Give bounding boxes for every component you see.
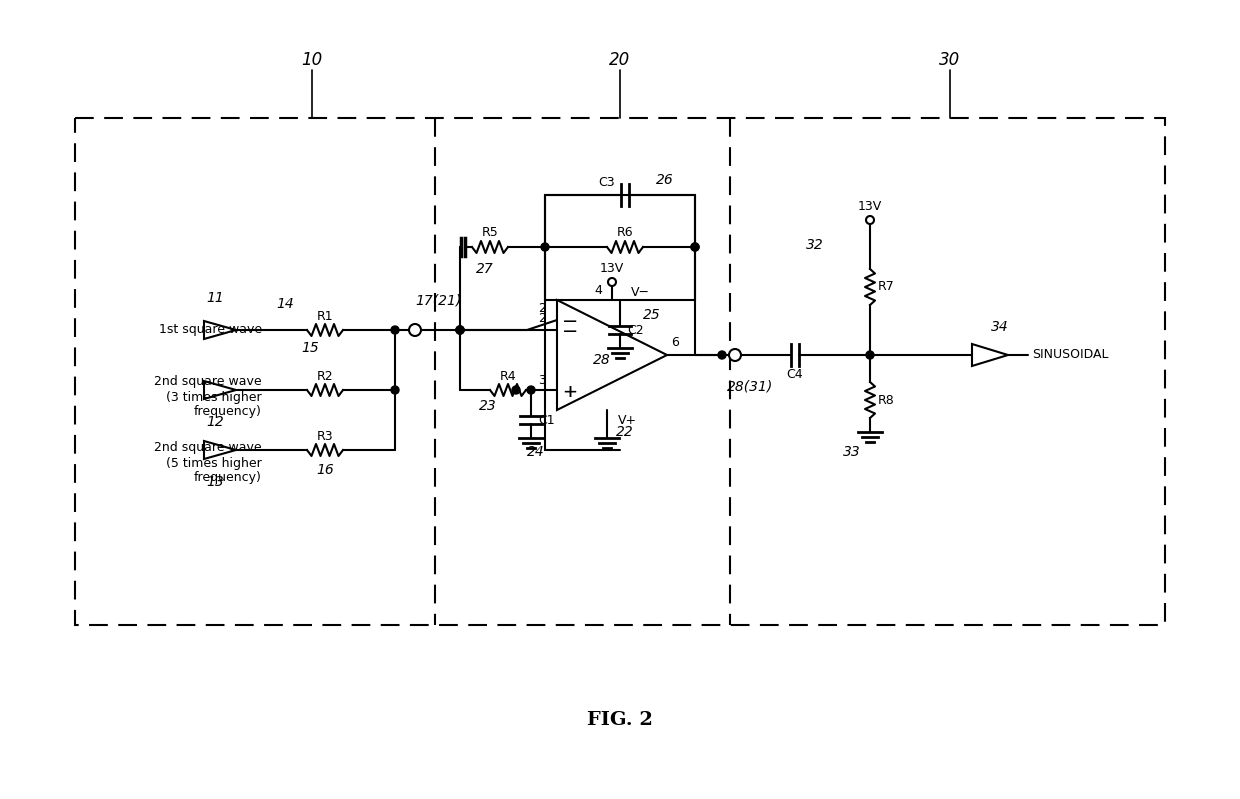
Text: 30: 30: [940, 51, 961, 69]
Circle shape: [866, 216, 874, 224]
Text: 23: 23: [479, 399, 497, 413]
Text: SINUSOIDAL: SINUSOIDAL: [1032, 348, 1109, 361]
Text: 10: 10: [301, 51, 322, 69]
Text: R1: R1: [316, 311, 334, 324]
Text: 26: 26: [656, 173, 673, 187]
Bar: [546, 195, 694, 300]
Text: 2nd square wave: 2nd square wave: [154, 442, 262, 455]
Text: 13V: 13V: [858, 200, 882, 213]
Text: 12: 12: [206, 415, 224, 429]
Circle shape: [691, 243, 699, 251]
Text: R6: R6: [616, 226, 634, 240]
Text: 2nd square wave: 2nd square wave: [154, 376, 262, 388]
Circle shape: [391, 386, 399, 394]
Text: (5 times higher: (5 times higher: [166, 456, 262, 470]
Text: 28(31): 28(31): [727, 380, 773, 394]
Text: 13V: 13V: [600, 261, 624, 275]
Text: 24: 24: [527, 445, 544, 459]
Text: FIG. 2: FIG. 2: [587, 711, 653, 729]
Circle shape: [718, 351, 725, 359]
Text: 11: 11: [206, 291, 224, 305]
Circle shape: [512, 386, 520, 394]
Text: (3 times higher: (3 times higher: [166, 392, 262, 404]
Circle shape: [391, 326, 399, 334]
Text: frequency): frequency): [195, 406, 262, 419]
Text: V−: V−: [630, 285, 650, 299]
Text: 16: 16: [316, 463, 334, 477]
Text: R8: R8: [878, 393, 894, 407]
Text: 3: 3: [538, 373, 546, 387]
Text: 22: 22: [616, 425, 634, 439]
Text: C3: C3: [599, 177, 615, 189]
Text: 17(21): 17(21): [415, 293, 461, 307]
Text: 33: 33: [843, 445, 861, 459]
Text: 15: 15: [301, 341, 319, 355]
Text: frequency): frequency): [195, 471, 262, 483]
Circle shape: [456, 326, 464, 334]
Text: 1st square wave: 1st square wave: [159, 324, 262, 336]
Text: 28: 28: [593, 353, 611, 367]
Text: 6: 6: [671, 336, 680, 348]
Text: V+: V+: [618, 414, 636, 427]
Circle shape: [456, 326, 464, 334]
Circle shape: [691, 243, 699, 251]
Text: 34: 34: [991, 320, 1009, 334]
Circle shape: [527, 386, 534, 394]
Bar: [74, 118, 1166, 625]
Circle shape: [729, 349, 742, 361]
Text: C1: C1: [538, 414, 556, 427]
Text: R4: R4: [500, 369, 516, 383]
Circle shape: [541, 243, 549, 251]
Text: C4: C4: [786, 368, 804, 381]
Text: R2: R2: [316, 371, 334, 384]
Text: +: +: [562, 383, 577, 401]
Text: 20: 20: [609, 51, 631, 69]
Text: 13: 13: [206, 475, 224, 489]
Text: R7: R7: [878, 280, 894, 293]
Text: R5: R5: [481, 226, 498, 240]
Text: −: −: [562, 323, 578, 341]
Text: −: −: [562, 312, 578, 332]
Text: R3: R3: [316, 431, 334, 443]
Text: +: +: [562, 383, 577, 401]
Text: 2: 2: [538, 301, 546, 315]
Text: 32: 32: [806, 238, 823, 252]
Text: C2: C2: [627, 324, 645, 336]
Text: 27: 27: [476, 262, 494, 276]
Text: 14: 14: [277, 297, 294, 311]
Text: 4: 4: [594, 284, 601, 296]
Circle shape: [608, 278, 616, 286]
Text: 2: 2: [538, 312, 546, 324]
Circle shape: [866, 351, 874, 359]
Circle shape: [409, 324, 422, 336]
Text: 25: 25: [644, 308, 661, 322]
Circle shape: [456, 326, 464, 334]
